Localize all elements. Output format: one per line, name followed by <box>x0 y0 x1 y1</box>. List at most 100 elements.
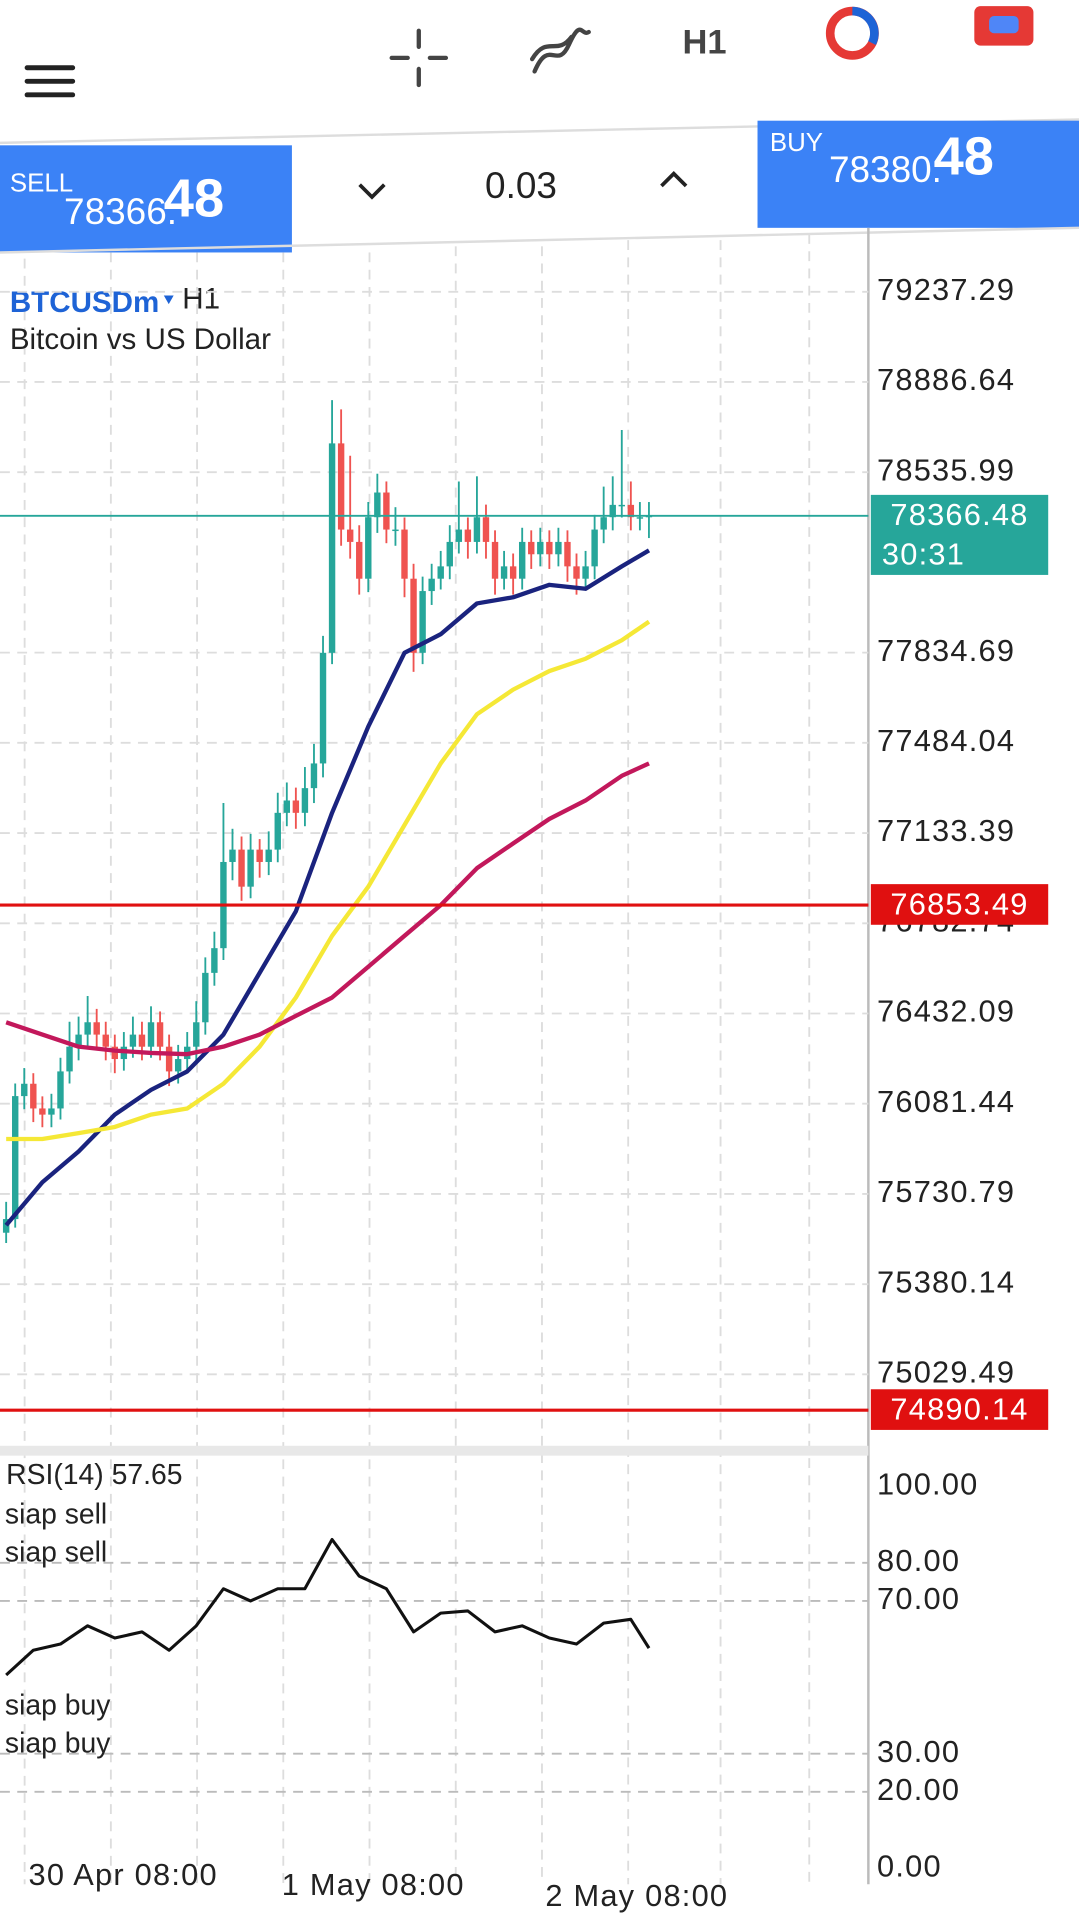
buy-button[interactable]: BUY 78380. 48 <box>757 120 1079 228</box>
level-label: siap sell <box>5 1537 107 1569</box>
y-tick-label: 75380.14 <box>877 1264 1015 1299</box>
candle-body <box>156 1022 164 1047</box>
candle-body <box>582 566 589 579</box>
price-label: 74890.14 <box>890 1392 1028 1427</box>
candle-body <box>310 763 318 789</box>
y-tick-label: 77133.39 <box>877 813 1015 848</box>
x-tick-label: 2 May 08:00 <box>545 1878 728 1913</box>
candle-body <box>383 492 390 530</box>
y-tick-label: 75730.79 <box>877 1174 1015 1209</box>
candle-body <box>518 541 526 579</box>
candle-body <box>392 529 399 532</box>
candle-body <box>573 566 580 579</box>
candle-body <box>591 529 598 567</box>
sell-button[interactable]: SELL 78366. 48 <box>0 145 292 253</box>
volume-increase[interactable] <box>660 171 688 188</box>
candle-body <box>446 541 453 567</box>
symbol-timeframe: H1 <box>182 282 220 315</box>
candle-body <box>57 1071 64 1109</box>
panel-separator <box>0 1445 869 1456</box>
candle-body <box>265 849 272 862</box>
candle-body <box>2 1219 10 1233</box>
crosshair-button[interactable] <box>389 28 449 88</box>
candle-body <box>247 849 254 887</box>
candle-body <box>618 504 625 507</box>
candle-body <box>48 1108 55 1115</box>
candle-body <box>428 578 435 592</box>
candle-body <box>337 443 345 530</box>
y-tick-label: 79237.29 <box>877 272 1015 307</box>
symbol-description: Bitcoin vs US Dollar <box>10 323 271 356</box>
candle-body <box>636 517 644 519</box>
buy-label: BUY <box>770 129 823 157</box>
candle-body <box>401 529 408 579</box>
symbol-dropdown[interactable] <box>163 295 174 305</box>
candle-body <box>165 1046 173 1072</box>
candle-body <box>346 529 354 542</box>
candle-body <box>12 1096 19 1220</box>
candle-body <box>437 566 444 579</box>
timeframe-button[interactable]: H1 <box>683 23 727 61</box>
candle-body <box>473 517 481 542</box>
volume-decrease[interactable] <box>358 183 386 200</box>
candle-body <box>419 591 426 653</box>
moving-average <box>6 619 651 1142</box>
candle-body <box>202 972 209 1023</box>
indicators-button[interactable] <box>529 27 591 74</box>
candle-body <box>509 566 517 579</box>
candle-body <box>365 517 372 579</box>
price-label: 78366.48 <box>890 497 1028 532</box>
level-label: siap buy <box>5 1689 111 1721</box>
candle-body <box>283 800 291 813</box>
accounts-button[interactable] <box>974 6 1034 46</box>
candle-body <box>609 504 616 518</box>
candle-body <box>174 1059 182 1072</box>
candle-body <box>102 1034 109 1047</box>
y-tick-label: 76432.09 <box>877 994 1015 1029</box>
y-tick-label: 76081.44 <box>877 1084 1015 1119</box>
candle-body <box>301 788 309 813</box>
y-tick-label: 77834.69 <box>877 633 1015 668</box>
y-tick-label: 70.00 <box>877 1581 960 1616</box>
buy-price-pips: 48 <box>934 126 994 186</box>
sell-price: 78366. <box>64 191 177 232</box>
candle-body <box>84 1022 91 1035</box>
y-tick-label: 78886.64 <box>877 362 1015 397</box>
candle-body <box>627 504 635 518</box>
x-tick-label: 30 Apr 08:00 <box>28 1857 217 1892</box>
candle-body <box>93 1022 100 1035</box>
candle-body <box>356 541 363 579</box>
moving-average <box>4 548 651 1227</box>
sell-price-pips: 48 <box>164 168 224 228</box>
price-label-box <box>870 1389 1049 1430</box>
candle-body <box>500 566 508 579</box>
candle-body <box>374 492 381 518</box>
candle-body <box>238 849 245 887</box>
buy-price: 78380. <box>829 149 942 190</box>
candle-body <box>555 541 562 555</box>
candle-body <box>528 541 535 555</box>
candle-body <box>75 1034 82 1047</box>
moving-average <box>5 761 650 1057</box>
price-label-box <box>870 494 1049 575</box>
candle-body <box>138 1034 146 1047</box>
trade-history-button[interactable] <box>825 6 879 60</box>
panel-border <box>0 226 1079 254</box>
y-tick-label: 77484.04 <box>877 723 1015 758</box>
candle-body <box>21 1083 28 1097</box>
y-tick-label: 20.00 <box>877 1772 960 1807</box>
volume[interactable]: 0.03 <box>485 165 557 206</box>
menu-button[interactable] <box>24 65 76 98</box>
y-tick-label: 30.00 <box>877 1734 960 1769</box>
candle-body <box>537 541 544 555</box>
bar-timer: 30:31 <box>882 537 965 572</box>
symbol[interactable]: BTCUSDm <box>10 286 159 319</box>
candle-body <box>39 1108 46 1115</box>
candle-body <box>66 1046 73 1072</box>
rsi-line <box>5 1537 651 1677</box>
candle-body <box>546 541 553 555</box>
candle-body <box>256 849 263 862</box>
